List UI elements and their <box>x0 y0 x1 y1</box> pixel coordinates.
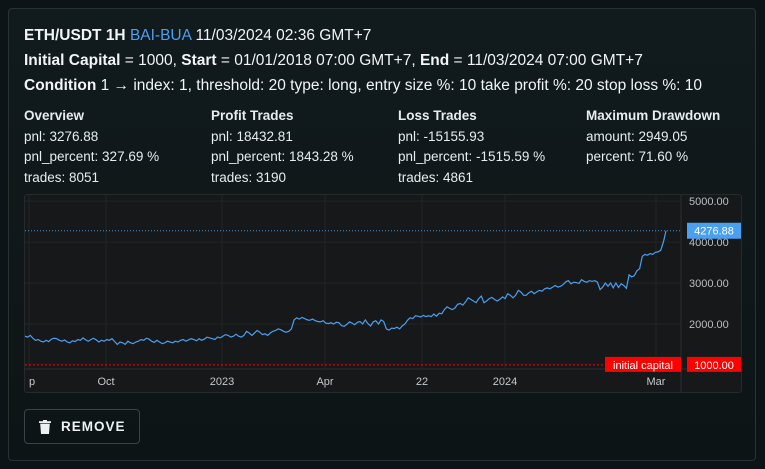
trash-icon <box>39 419 51 434</box>
overview-stats: Overview pnl: 3276.88 pnl_percent: 327.6… <box>24 106 159 188</box>
baseline-value-badge <box>687 356 741 372</box>
overview-pnl: pnl: 3276.88 <box>24 128 99 144</box>
x-tick-label: 22 <box>416 376 428 388</box>
x-tick-label: p <box>29 376 35 388</box>
baseline-value-label: 1000.00 <box>694 360 734 372</box>
condition-line: Condition 1 → index: 1, threshold: 20 ty… <box>24 77 702 95</box>
initial-capital-tag <box>605 356 681 372</box>
overview-title: Overview <box>24 108 85 123</box>
remove-button-label: REMOVE <box>61 419 126 434</box>
backtest-card: ETH/USDT 1H BAI-BUA 11/03/2024 02:36 GMT… <box>8 8 756 461</box>
drawdown-stats: Maximum Drawdown amount: 2949.05 percent… <box>586 106 720 168</box>
overview-trades: trades: 8051 <box>24 169 100 185</box>
x-tick-label: Oct <box>97 376 114 388</box>
end-value: = 11/03/2024 07:00 GMT+7 <box>453 52 643 69</box>
initial-capital-value: = 1000, <box>124 52 177 69</box>
profit-pnl-percent: pnl_percent: 1843.28 % <box>211 149 354 164</box>
params-line: Initial Capital = 1000, Start = 01/01/20… <box>24 52 643 70</box>
profit-stats: Profit Trades pnl: 18432.81 pnl_percent:… <box>211 106 354 188</box>
condition-text: 1 → index: 1, threshold: 20 type: long, … <box>100 77 703 94</box>
y-tick-label: 3000.00 <box>689 278 729 290</box>
equity-chart-svg[interactable]: 2000.00 3000.00 4000.00 5000.00 p Oct 2023 Apr 2… <box>25 195 741 392</box>
loss-pnl-percent: pnl_percent: -1515.59 % <box>398 149 546 164</box>
initial-capital-tag-label: initial capital <box>613 360 673 372</box>
equity-chart[interactable]: 2000.00 3000.00 4000.00 5000.00 p Oct 2023 Apr 2… <box>24 194 742 393</box>
title-line: ETH/USDT 1H BAI-BUA 11/03/2024 02:36 GMT… <box>24 27 371 45</box>
y-tick-label: 5000.00 <box>689 196 729 208</box>
drawdown-title: Maximum Drawdown <box>586 108 721 123</box>
initial-capital-label: Initial Capital <box>24 52 121 69</box>
y-tick-label: 4000.00 <box>689 237 729 249</box>
loss-stats: Loss Trades pnl: -15155.93 pnl_percent: … <box>398 106 545 188</box>
last-value-badge <box>687 222 741 239</box>
last-value-label: 4276.88 <box>694 226 734 238</box>
loss-trades: trades: 4861 <box>398 169 474 185</box>
y-tick-label: 2000.00 <box>689 319 729 331</box>
profit-title: Profit Trades <box>211 108 294 123</box>
overview-pnl-percent: pnl_percent: 327.69 % <box>24 149 160 164</box>
loss-pnl: pnl: -15155.93 <box>398 128 485 144</box>
run-datetime: 11/03/2024 02:36 GMT+7 <box>195 27 372 44</box>
x-tick-label: 2023 <box>210 376 234 388</box>
remove-button[interactable]: REMOVE <box>24 409 140 444</box>
profit-pnl: pnl: 18432.81 <box>211 128 293 144</box>
strategy-link[interactable]: BAI-BUA <box>129 27 192 44</box>
drawdown-amount: amount: 2949.05 <box>586 128 688 144</box>
start-value: = 01/01/2018 07:00 GMT+7, <box>220 52 416 69</box>
equity-line <box>25 230 667 346</box>
profit-trades: trades: 3190 <box>211 169 287 185</box>
x-tick-label: 2024 <box>493 376 517 388</box>
end-label: End <box>419 52 450 69</box>
interval-label: 1H <box>105 27 126 44</box>
condition-label: Condition <box>24 77 97 94</box>
drawdown-percent: percent: 71.60 % <box>586 149 689 164</box>
pair-label: ETH/USDT <box>24 27 102 44</box>
x-tick-label: Apr <box>316 376 333 388</box>
loss-title: Loss Trades <box>398 108 477 123</box>
start-label: Start <box>181 52 217 69</box>
x-tick-label: Mar <box>647 376 666 388</box>
